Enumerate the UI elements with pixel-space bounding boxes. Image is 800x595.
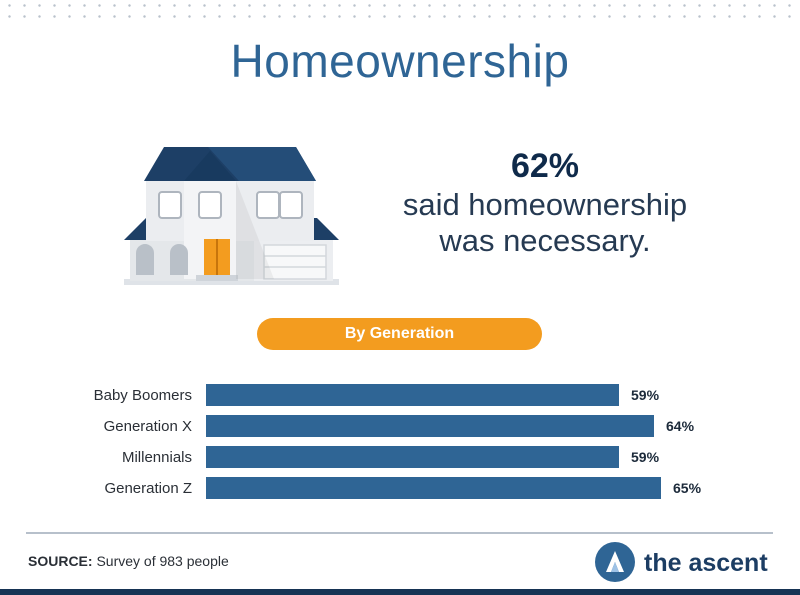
- page-title: Homeownership: [230, 35, 570, 87]
- category-label: Generation Z: [104, 480, 192, 497]
- bar-value-label: 59%: [631, 449, 660, 465]
- footer-divider: [26, 532, 773, 534]
- headline-text-line-1: said homeownership: [402, 187, 688, 222]
- bar: [206, 446, 619, 468]
- source-text: Survey of 983 people: [96, 553, 229, 569]
- bar-value-label: 59%: [631, 387, 660, 403]
- bar: [206, 477, 661, 499]
- bottom-bar: [0, 589, 800, 595]
- by-generation-label: By Generation: [257, 318, 542, 350]
- headline-text-line-2: was necessary.: [439, 223, 651, 258]
- generation-bar-chart: Baby Boomers 59% Generation X 64% Millennial…: [94, 384, 702, 499]
- category-label: Baby Boomers: [94, 387, 192, 404]
- headline-percentage: 62%: [510, 147, 580, 185]
- bar-value-label: 64%: [666, 418, 695, 434]
- bar: [206, 415, 654, 437]
- ascent-logo-icon: [595, 542, 635, 582]
- source-label: SOURCE:: [28, 553, 93, 569]
- source-note: SOURCE: Survey of 983 people: [28, 553, 229, 569]
- house-icon: [124, 145, 339, 292]
- brand-name: the ascent: [644, 549, 768, 577]
- category-label: Generation X: [104, 418, 192, 435]
- dotted-pattern-header: [0, 0, 800, 22]
- category-label: Millennials: [122, 449, 192, 466]
- bar: [206, 384, 619, 406]
- headline-stat: 62% said homeownership was necessary.: [390, 145, 700, 259]
- bar-value-label: 65%: [673, 480, 702, 496]
